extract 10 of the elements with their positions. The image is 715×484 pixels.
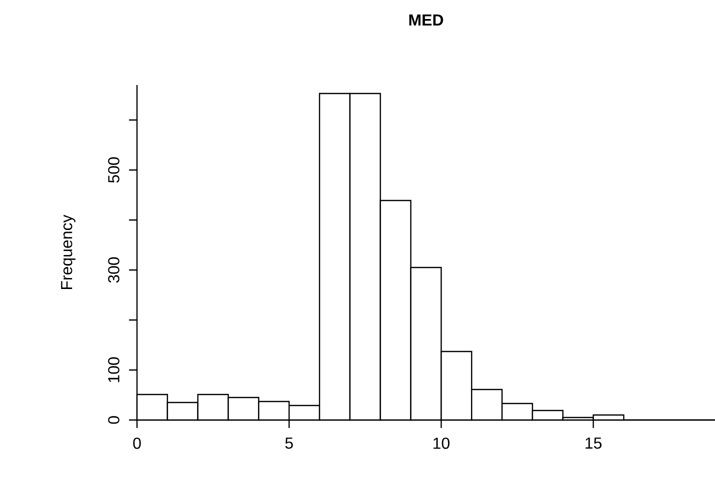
y-axis-title: Frequency (61, 214, 76, 289)
y-tick-label: 300 (108, 257, 120, 283)
x-tick-label: 5 (285, 438, 293, 449)
y-tick-label: 0 (108, 416, 120, 424)
y-tick-label: 100 (108, 357, 120, 382)
x-tick-label: 10 (434, 438, 450, 449)
chart-title: MED (409, 14, 444, 26)
y-tick-label: 500 (108, 157, 120, 183)
x-tick-label: 15 (586, 438, 602, 449)
x-tick-label: 0 (133, 438, 141, 449)
